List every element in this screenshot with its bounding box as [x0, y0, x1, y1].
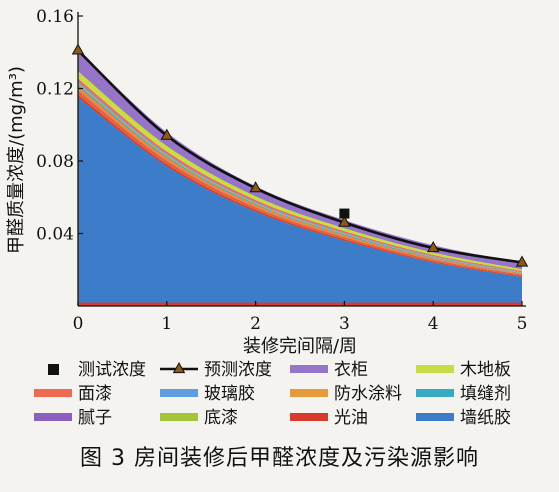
- x-tick-label-1: 1: [161, 314, 172, 334]
- legend-label-0: 测试浓度: [78, 360, 146, 380]
- legend-swatch-7: [416, 389, 454, 397]
- x-tick-label-3: 3: [339, 314, 350, 334]
- legend-swatch-4: [34, 389, 72, 397]
- legend-label-9: 底漆: [204, 408, 238, 428]
- area-1: [78, 97, 522, 306]
- legend-swatch-11: [416, 413, 454, 421]
- legend-label-2: 衣柜: [334, 360, 368, 380]
- axes: 0 1 2 3 4 5 0.04 0.08 0.12 0.16: [36, 7, 527, 334]
- series-lines: [71, 43, 529, 267]
- predicted-point-0: [71, 43, 85, 55]
- predicted-point-5: [515, 255, 529, 267]
- x-tick-label-0: 0: [73, 314, 84, 334]
- y-axis-title: 甲醛质量浓度/(mg/m³): [6, 66, 27, 254]
- legend-label-5: 玻璃胶: [204, 384, 255, 404]
- legend-label-11: 墙纸胶: [460, 408, 511, 428]
- legend-label-4: 面漆: [78, 384, 112, 404]
- legend-swatch-3: [416, 365, 454, 373]
- figure-caption: 图 3 房间装修后甲醛浓度及污染源影响: [80, 446, 479, 471]
- formaldehyde-chart: 0 1 2 3 4 5 0.04 0.08 0.12 0.16 装修完间隔/周 甲醛质量浓度/(m…: [6, 7, 529, 428]
- x-tick-label-2: 2: [250, 314, 261, 334]
- predicted-point-2: [249, 181, 262, 193]
- legend-label-10: 光油: [334, 408, 368, 428]
- predicted-line: [77, 49, 523, 264]
- y-tick-label-3: 0.16: [36, 7, 74, 27]
- legend-label-7: 填缝剂: [460, 384, 511, 404]
- legend-swatch-5: [160, 389, 198, 397]
- legend-label-8: 腻子: [78, 408, 112, 428]
- predicted-point-1: [160, 128, 174, 140]
- legend-label-3: 木地板: [460, 360, 511, 380]
- x-axis-title: 装修完间隔/周: [243, 336, 357, 357]
- legend-swatch-9: [160, 413, 198, 421]
- y-tick-label-0: 0.04: [36, 225, 74, 245]
- stacked-areas: [78, 49, 522, 306]
- measured-point-0: [339, 208, 350, 219]
- legend-swatch-6: [290, 389, 328, 397]
- legend-label-1: 预测浓度: [204, 360, 272, 380]
- predicted-point-3: [338, 215, 351, 227]
- x-tick-label-5: 5: [517, 314, 528, 334]
- predicted-point-4: [426, 240, 440, 253]
- legend-triangle-1: [172, 361, 186, 374]
- y-tick-label-1: 0.08: [36, 152, 74, 172]
- legend-label-6: 防水涂料: [334, 384, 402, 404]
- legend-swatch-8: [34, 413, 72, 421]
- x-tick-label-4: 4: [428, 314, 439, 334]
- y-tick-label-2: 0.12: [36, 80, 74, 100]
- legend-marker-0: [48, 364, 59, 375]
- legend-swatch-2: [290, 365, 328, 373]
- legend-swatch-10: [290, 413, 328, 421]
